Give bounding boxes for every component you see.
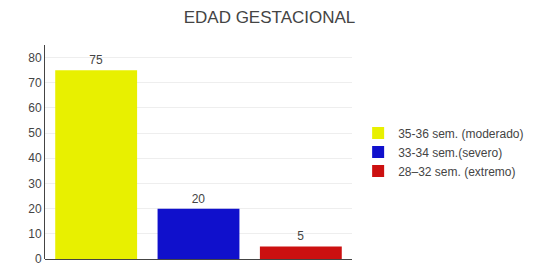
- svg-text:30: 30: [28, 177, 42, 191]
- svg-text:33-34 sem.(severo): 33-34 sem.(severo): [398, 146, 502, 160]
- svg-text:20: 20: [192, 192, 206, 206]
- svg-text:40: 40: [28, 151, 42, 165]
- svg-text:60: 60: [28, 101, 42, 115]
- svg-text:80: 80: [28, 51, 42, 65]
- svg-text:50: 50: [28, 126, 42, 140]
- svg-text:35-36 sem. (moderado): 35-36 sem. (moderado): [398, 127, 523, 141]
- svg-text:20: 20: [28, 202, 42, 216]
- svg-text:5: 5: [297, 229, 304, 243]
- svg-text:75: 75: [89, 53, 103, 67]
- svg-text:10: 10: [28, 227, 42, 241]
- svg-text:0: 0: [35, 252, 42, 266]
- svg-text:EDAD GESTACIONAL: EDAD GESTACIONAL: [184, 8, 356, 27]
- svg-text:28–32 sem. (extremo): 28–32 sem. (extremo): [398, 165, 515, 179]
- svg-text:70: 70: [28, 76, 42, 90]
